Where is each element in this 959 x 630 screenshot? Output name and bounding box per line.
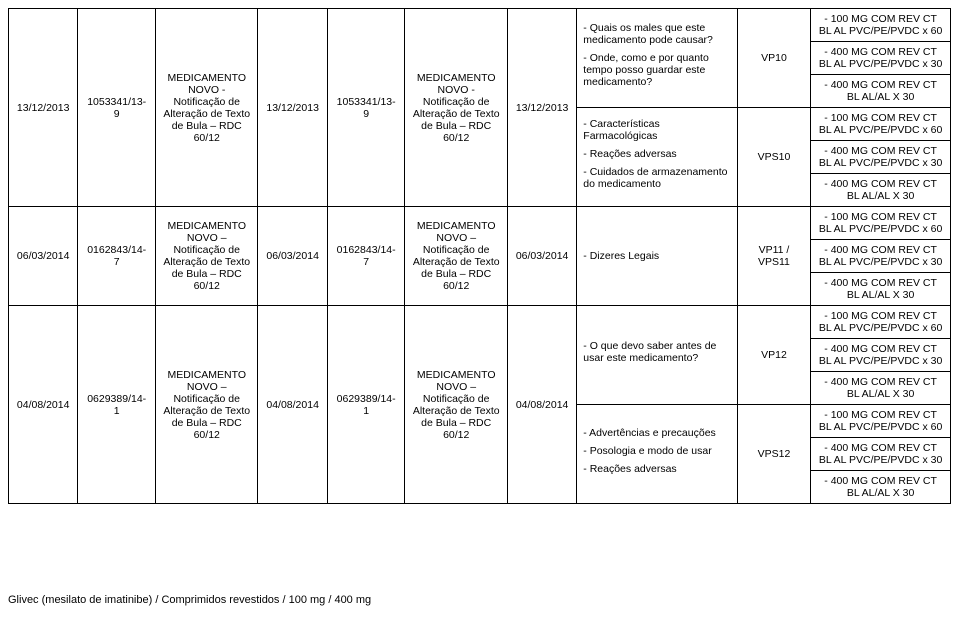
- cell-date: 06/03/2014: [507, 207, 576, 306]
- table-row: 06/03/2014 0162843/14-7 MEDICAMENTO NOVO…: [9, 207, 951, 240]
- cell-vp-code: VP10: [737, 9, 811, 108]
- obs-item: - Características Farmacológicas: [583, 118, 730, 142]
- cell-observations: - Advertências e precauções - Posologia …: [577, 405, 737, 504]
- cell-packaging: - 400 MG COM REV CT BL AL/AL X 30: [811, 471, 951, 504]
- cell-packaging: - 400 MG COM REV CT BL AL PVC/PE/PVDC x …: [811, 438, 951, 471]
- cell-vp-code: VPS12: [737, 405, 811, 504]
- cell-packaging: - 100 MG COM REV CT BL AL PVC/PE/PVDC x …: [811, 306, 951, 339]
- cell-packaging: - 100 MG COM REV CT BL AL PVC/PE/PVDC x …: [811, 9, 951, 42]
- cell-date: 06/03/2014: [9, 207, 78, 306]
- obs-item: - Advertências e precauções: [583, 427, 730, 439]
- obs-item: - Posologia e modo de usar: [583, 445, 730, 457]
- obs-item: - Cuidados de armazenamento do medicamen…: [583, 166, 730, 190]
- obs-item: - O que devo saber antes de usar este me…: [583, 340, 730, 364]
- cell-description: MEDICAMENTO NOVO - Notificação de Altera…: [156, 9, 258, 207]
- cell-packaging: - 400 MG COM REV CT BL AL PVC/PE/PVDC x …: [811, 240, 951, 273]
- page-footer: Glivec (mesilato de imatinibe) / Comprim…: [8, 594, 951, 606]
- obs-item: - Reações adversas: [583, 463, 730, 475]
- cell-date: 06/03/2014: [258, 207, 327, 306]
- cell-packaging: - 400 MG COM REV CT BL AL/AL X 30: [811, 75, 951, 108]
- cell-date: 13/12/2013: [507, 9, 576, 207]
- cell-date: 13/12/2013: [9, 9, 78, 207]
- cell-date: 04/08/2014: [258, 306, 327, 504]
- obs-item: - Reações adversas: [583, 148, 730, 160]
- cell-packaging: - 400 MG COM REV CT BL AL PVC/PE/PVDC x …: [811, 141, 951, 174]
- cell-observations: - Dizeres Legais: [577, 207, 737, 306]
- table-row: 13/12/2013 1053341/13-9 MEDICAMENTO NOVO…: [9, 9, 951, 42]
- cell-packaging: - 100 MG COM REV CT BL AL PVC/PE/PVDC x …: [811, 207, 951, 240]
- cell-packaging: - 400 MG COM REV CT BL AL/AL X 30: [811, 372, 951, 405]
- cell-description: MEDICAMENTO NOVO – Notificação de Altera…: [405, 306, 507, 504]
- cell-protocol: 1053341/13-9: [327, 9, 405, 207]
- cell-protocol: 1053341/13-9: [78, 9, 156, 207]
- cell-description: MEDICAMENTO NOVO – Notificação de Altera…: [156, 306, 258, 504]
- cell-vp-code: VP12: [737, 306, 811, 405]
- cell-protocol: 0629389/14-1: [78, 306, 156, 504]
- history-table: 13/12/2013 1053341/13-9 MEDICAMENTO NOVO…: [8, 8, 951, 504]
- table-row: 04/08/2014 0629389/14-1 MEDICAMENTO NOVO…: [9, 306, 951, 339]
- cell-packaging: - 400 MG COM REV CT BL AL PVC/PE/PVDC x …: [811, 42, 951, 75]
- cell-vp-code: VPS10: [737, 108, 811, 207]
- cell-packaging: - 400 MG COM REV CT BL AL PVC/PE/PVDC x …: [811, 339, 951, 372]
- cell-date: 04/08/2014: [507, 306, 576, 504]
- cell-protocol: 0162843/14-7: [327, 207, 405, 306]
- cell-observations: - Características Farmacológicas - Reaçõ…: [577, 108, 737, 207]
- cell-description: MEDICAMENTO NOVO - Notificação de Altera…: [405, 9, 507, 207]
- cell-packaging: - 100 MG COM REV CT BL AL PVC/PE/PVDC x …: [811, 405, 951, 438]
- obs-item: - Quais os males que este medicamento po…: [583, 22, 730, 46]
- cell-date: 04/08/2014: [9, 306, 78, 504]
- obs-item: - Onde, como e por quanto tempo posso gu…: [583, 52, 730, 88]
- cell-description: MEDICAMENTO NOVO – Notificação de Altera…: [405, 207, 507, 306]
- cell-protocol: 0162843/14-7: [78, 207, 156, 306]
- cell-packaging: - 100 MG COM REV CT BL AL PVC/PE/PVDC x …: [811, 108, 951, 141]
- cell-packaging: - 400 MG COM REV CT BL AL/AL X 30: [811, 273, 951, 306]
- cell-observations: - O que devo saber antes de usar este me…: [577, 306, 737, 405]
- cell-description: MEDICAMENTO NOVO – Notificação de Altera…: [156, 207, 258, 306]
- cell-protocol: 0629389/14-1: [327, 306, 405, 504]
- cell-observations: - Quais os males que este medicamento po…: [577, 9, 737, 108]
- cell-packaging: - 400 MG COM REV CT BL AL/AL X 30: [811, 174, 951, 207]
- cell-vp-code: VP11 / VPS11: [737, 207, 811, 306]
- cell-date: 13/12/2013: [258, 9, 327, 207]
